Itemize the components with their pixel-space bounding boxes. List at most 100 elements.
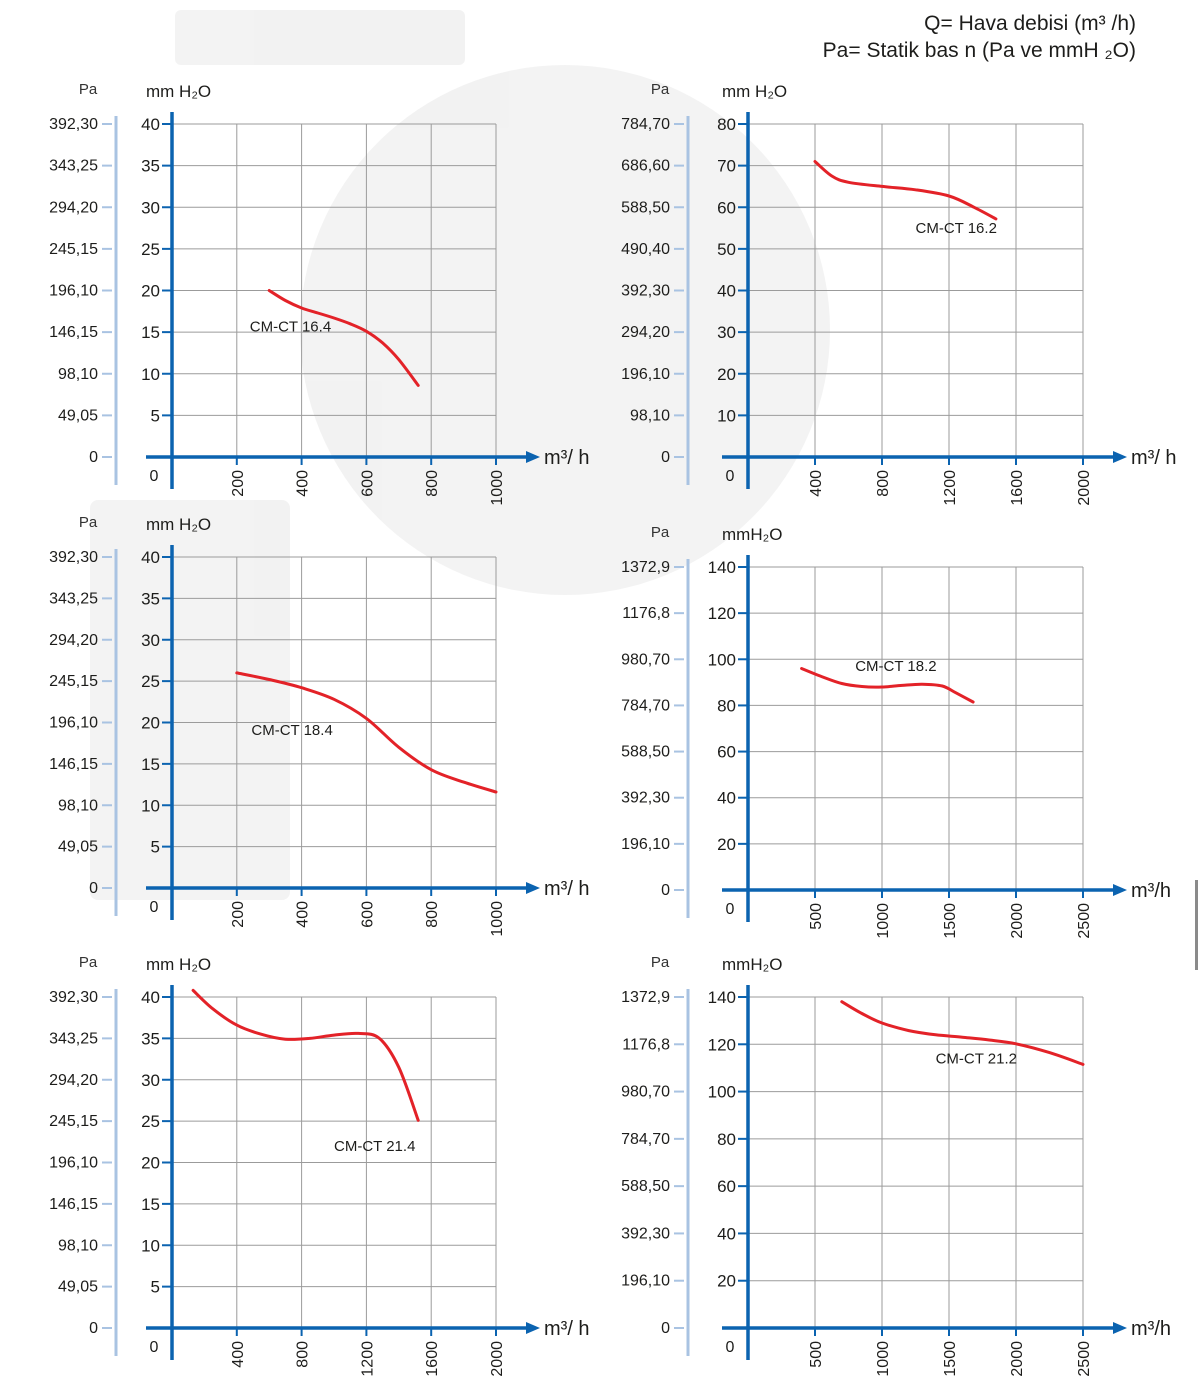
- y-tick-label: 20: [717, 365, 736, 384]
- pa-tick-label: 146,15: [49, 756, 98, 773]
- pa-tick-label: 392,30: [49, 989, 98, 1006]
- chart-2: Pa 0 98,10 196,10 294,20 392,30 490,40 588,50 68…: [621, 81, 1177, 506]
- pa-tick-label: 196,10: [49, 715, 98, 732]
- y-axis-label: mmH₂O: [722, 525, 782, 544]
- y-axis-label: mm H₂O: [146, 515, 211, 534]
- x-axis-arrow: [526, 451, 540, 463]
- pa-tick-label: 98,10: [58, 797, 98, 814]
- pa-tick-label: 196,10: [621, 836, 670, 853]
- x-tick-label: 1000: [489, 470, 506, 506]
- x-tick-label: 800: [295, 1341, 312, 1368]
- pa-axis-label: Pa: [79, 954, 98, 971]
- y-tick-label: 15: [141, 755, 160, 774]
- pa-tick-label: 49,05: [58, 839, 98, 856]
- pa-tick-label: 294,20: [49, 1072, 98, 1089]
- pa-tick-label: 146,15: [49, 324, 98, 341]
- x-tick-label: 2500: [1076, 1341, 1093, 1377]
- pa-tick-label: 98,10: [58, 1237, 98, 1254]
- x-tick-label: 200: [230, 901, 247, 928]
- chart-5: Pa 0 49,05 98,10 146,15 196,10 245,15 294,20 343…: [49, 954, 590, 1377]
- y-axis-label: mm H₂O: [722, 82, 787, 101]
- pa-tick-label: 343,25: [49, 158, 98, 175]
- x-tick-label: 800: [424, 470, 441, 497]
- pa-tick-label: 784,70: [621, 1131, 670, 1148]
- pa-tick-label: 49,05: [58, 1279, 98, 1296]
- pa-tick-label: 0: [661, 882, 670, 899]
- pa-tick-label: 98,10: [58, 366, 98, 383]
- x-axis-label: m³/ h: [544, 1318, 590, 1340]
- x-tick-label: 200: [230, 470, 247, 497]
- origin-label: 0: [150, 1339, 159, 1356]
- x-tick-label: 1200: [942, 470, 959, 506]
- y-tick-label: 100: [708, 1083, 736, 1102]
- chart-6: Pa 0 196,10 392,30 588,50 784,70 980,70 1176,8 1…: [621, 954, 1171, 1377]
- pa-tick-label: 1176,8: [622, 605, 670, 622]
- pa-tick-label: 980,70: [621, 651, 670, 668]
- pa-tick-label: 1372,9: [621, 559, 670, 576]
- pa-tick-label: 588,50: [621, 199, 670, 216]
- pa-tick-label: 686,60: [621, 158, 670, 175]
- x-tick-label: 800: [875, 470, 892, 497]
- x-tick-label: 1000: [489, 901, 506, 937]
- y-tick-label: 40: [141, 115, 160, 134]
- y-tick-label: 60: [717, 198, 736, 217]
- pa-tick-label: 98,10: [630, 407, 670, 424]
- y-axis-label: mm H₂O: [146, 82, 211, 101]
- x-tick-label: 1600: [424, 1341, 441, 1377]
- y-tick-label: 30: [141, 198, 160, 217]
- x-axis-arrow: [1113, 884, 1127, 896]
- pa-tick-label: 196,10: [49, 283, 98, 300]
- series-line: [800, 667, 975, 704]
- x-axis-label: m³/ h: [1131, 447, 1177, 469]
- y-tick-label: 10: [141, 796, 160, 815]
- x-axis-label: m³/h: [1131, 880, 1171, 902]
- x-axis-arrow: [526, 882, 540, 894]
- y-tick-label: 20: [717, 1272, 736, 1291]
- chart-4: Pa 0 196,10 392,30 588,50 784,70 980,70 1176,8 1…: [621, 524, 1171, 939]
- pa-tick-label: 1372,9: [621, 989, 670, 1006]
- pa-tick-label: 1176,8: [622, 1036, 670, 1053]
- series-label: CM-CT 18.4: [251, 722, 332, 739]
- x-axis-label: m³/ h: [544, 878, 590, 900]
- y-tick-label: 40: [717, 282, 736, 301]
- x-tick-label: 1500: [942, 903, 959, 939]
- x-axis-arrow: [1113, 451, 1127, 463]
- y-tick-label: 35: [141, 589, 160, 608]
- x-tick-label: 500: [808, 1341, 825, 1368]
- series-line: [235, 671, 498, 794]
- series-line: [840, 1000, 1085, 1066]
- pa-tick-label: 294,20: [49, 632, 98, 649]
- y-tick-label: 80: [717, 1130, 736, 1149]
- y-tick-label: 25: [141, 672, 160, 691]
- pa-tick-label: 392,30: [621, 1225, 670, 1242]
- x-tick-label: 800: [424, 901, 441, 928]
- x-tick-label: 2000: [1009, 1341, 1026, 1377]
- pa-tick-label: 0: [89, 880, 98, 897]
- y-tick-label: 10: [141, 365, 160, 384]
- pa-tick-label: 784,70: [621, 116, 670, 133]
- origin-label: 0: [150, 899, 159, 916]
- pa-axis-label: Pa: [651, 524, 670, 541]
- legend-pressure: Pa= Statik bas n (Pa ve mmH ₂O): [822, 39, 1136, 62]
- y-tick-label: 30: [141, 1071, 160, 1090]
- pa-tick-label: 196,10: [621, 1273, 670, 1290]
- x-tick-label: 1200: [359, 1341, 376, 1377]
- y-tick-label: 20: [141, 1154, 160, 1173]
- series-line: [191, 988, 420, 1122]
- pa-tick-label: 588,50: [621, 1178, 670, 1195]
- pa-tick-label: 343,25: [49, 590, 98, 607]
- series-line: [813, 160, 998, 221]
- y-tick-label: 40: [717, 789, 736, 808]
- pa-tick-label: 392,30: [49, 549, 98, 566]
- x-tick-label: 1000: [875, 903, 892, 939]
- y-tick-label: 80: [717, 696, 736, 715]
- x-tick-label: 600: [359, 901, 376, 928]
- x-tick-label: 400: [295, 470, 312, 497]
- x-tick-label: 400: [295, 901, 312, 928]
- pa-tick-label: 294,20: [621, 324, 670, 341]
- y-tick-label: 60: [717, 743, 736, 762]
- pa-tick-label: 392,30: [49, 116, 98, 133]
- x-tick-label: 2000: [489, 1341, 506, 1377]
- pa-tick-label: 490,40: [621, 241, 670, 258]
